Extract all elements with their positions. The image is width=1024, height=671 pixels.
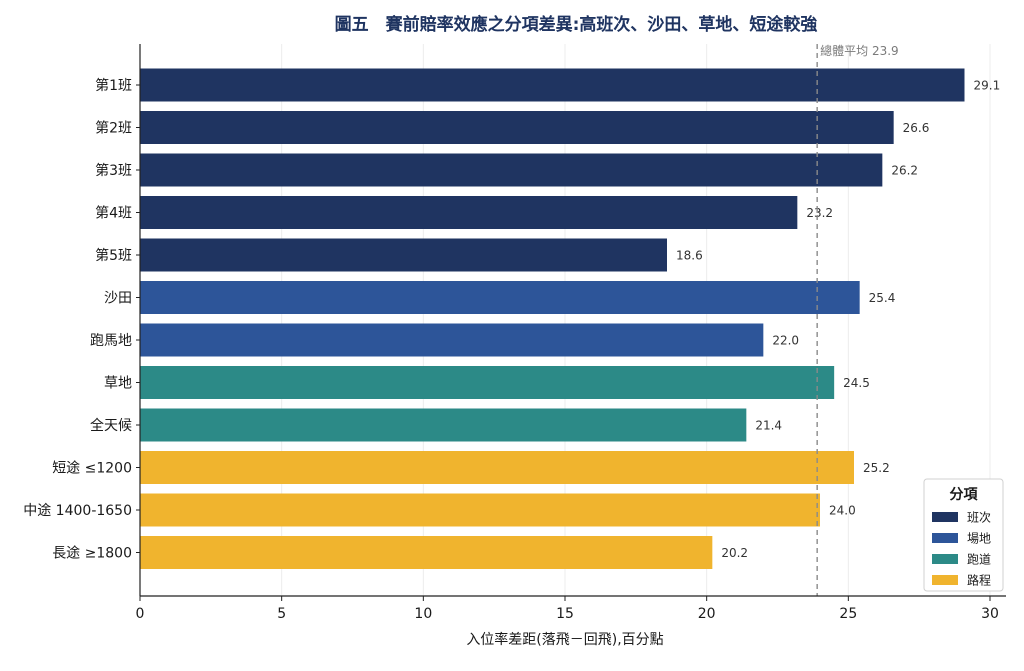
bar-8 xyxy=(140,408,747,442)
category-label-5: 沙田 xyxy=(104,291,132,307)
bar-9 xyxy=(140,451,854,484)
value-label-1: 26.6 xyxy=(903,121,930,135)
axes xyxy=(139,44,1006,597)
chart-title: 圖五 賽前賠率效應之分項差異:高班次、沙田、草地、短途較強 xyxy=(335,14,818,35)
value-label-11: 20.2 xyxy=(721,546,748,560)
bar-11 xyxy=(140,536,713,569)
x-tick-label-4: 20 xyxy=(698,606,716,622)
category-label-0: 第1班 xyxy=(95,77,132,94)
legend-label-2: 跑道 xyxy=(967,553,991,567)
bar-5 xyxy=(140,281,860,314)
x-tick-label-5: 25 xyxy=(839,606,857,622)
category-label-1: 第2班 xyxy=(95,120,132,137)
bars xyxy=(140,68,965,569)
value-label-8: 21.4 xyxy=(755,419,782,433)
reference-line-group: 總體平均 23.9 xyxy=(816,43,899,596)
bar-6 xyxy=(140,323,764,357)
value-label-0: 29.1 xyxy=(974,79,1001,93)
category-label-11: 長途 ≥1800 xyxy=(52,545,132,562)
legend-label-3: 路程 xyxy=(967,573,991,588)
value-label-3: 23.2 xyxy=(806,206,833,220)
x-tick-label-0: 0 xyxy=(136,606,145,622)
category-label-3: 第4班 xyxy=(95,205,132,222)
category-label-2: 第3班 xyxy=(95,162,132,179)
value-label-10: 24.0 xyxy=(829,504,856,518)
bar-2 xyxy=(140,153,883,187)
category-label-6: 跑馬地 xyxy=(90,333,132,349)
legend-swatch-1 xyxy=(932,533,958,543)
x-tick-label-6: 30 xyxy=(981,606,999,622)
x-ticks: 0 5 10 15 20 25 30 xyxy=(136,596,999,622)
value-label-7: 24.5 xyxy=(843,376,870,390)
legend-label-1: 場地 xyxy=(967,532,991,546)
legend-swatch-0 xyxy=(932,512,958,522)
legend-swatch-2 xyxy=(932,554,958,564)
legend-swatch-3 xyxy=(932,575,958,585)
bar-7 xyxy=(140,366,835,399)
value-labels: 29.1 26.6 26.2 23.2 18.6 25.4 22.0 24.5 21.4 25.2… xyxy=(676,79,1000,561)
bar-3 xyxy=(140,196,798,229)
x-axis-title: 入位率差距(落飛－回飛),百分點 xyxy=(466,631,663,648)
legend-label-0: 班次 xyxy=(967,511,991,525)
category-label-4: 第5班 xyxy=(95,247,132,264)
reference-line-label: 總體平均 23.9 xyxy=(820,43,899,58)
category-label-9: 短途 ≤1200 xyxy=(52,460,132,477)
x-tick-label-2: 10 xyxy=(414,606,432,622)
value-label-4: 18.6 xyxy=(676,249,703,263)
value-label-6: 22.0 xyxy=(772,334,799,348)
value-label-2: 26.2 xyxy=(891,164,918,178)
bar-1 xyxy=(140,111,894,144)
bar-10 xyxy=(140,493,820,527)
category-label-10: 中途 1400-1650 xyxy=(23,502,132,519)
value-label-9: 25.2 xyxy=(863,461,890,475)
category-label-8: 全天候 xyxy=(90,417,132,434)
x-tick-label-3: 15 xyxy=(556,606,574,622)
value-label-5: 25.4 xyxy=(869,291,896,305)
x-tick-label-1: 5 xyxy=(277,606,286,622)
category-label-7: 草地 xyxy=(104,376,132,392)
legend-title: 分項 xyxy=(950,487,979,503)
bar-0 xyxy=(140,68,965,102)
bar-4 xyxy=(140,238,667,272)
